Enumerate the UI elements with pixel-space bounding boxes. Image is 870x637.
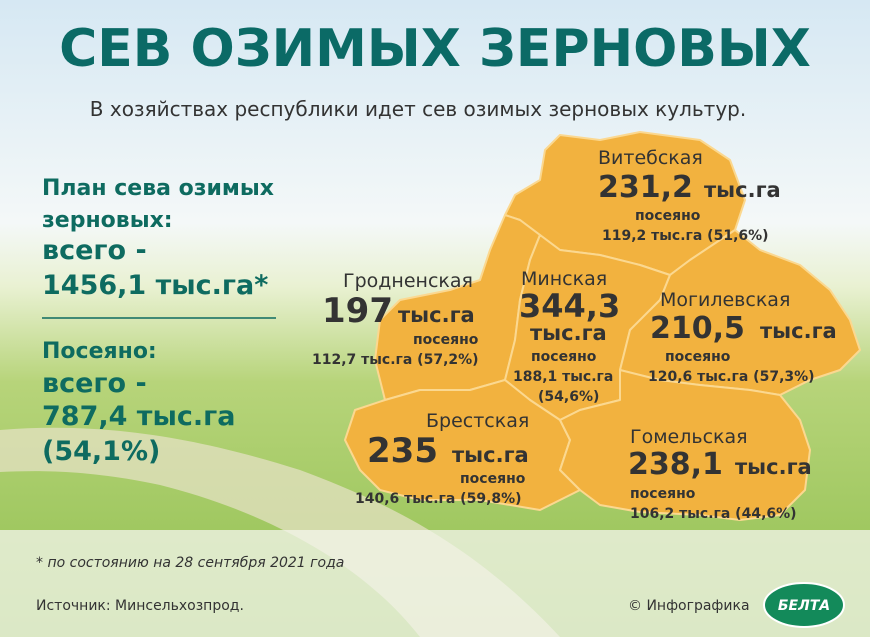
title: СЕВ ОЗИМЫХ ЗЕРНОВЫХ [59,19,811,79]
plan-line: всего - [42,235,147,266]
region-plan: 238,1 [628,447,723,482]
source: Источник: Минсельхозпрод. [36,598,244,614]
region-plan: 235 [367,431,438,471]
map [344,131,861,521]
sown-value: 188,1 тыс.га [513,369,613,385]
region-plan: 344,3 [519,287,620,325]
sown-line: всего - [42,368,147,399]
region-plan: 231,2 [598,170,693,205]
region-unit: тыс.га [760,319,837,343]
sown-label: посеяно [665,349,731,365]
sown-value: 119,2 тыс.га (51,6%) [602,228,769,244]
sown-label: посеяно [635,208,701,224]
sown-label: посеяно [413,332,479,348]
sown-label: посеяно [630,486,696,502]
sown-line: 787,4 тыс.га [42,401,235,432]
sown-value: (54,6%) [538,389,599,405]
footer-band [0,530,870,637]
sown-value: 120,6 тыс.га (57,3%) [648,369,815,385]
logo [763,582,845,628]
region-unit: тыс.га [530,321,607,345]
sown-value: 140,6 тыс.га (59,8%) [355,491,522,507]
region-unit: тыс.га [452,443,529,467]
sown-line: (54,1%) [42,436,160,467]
plan-line: 1456,1 тыс.га* [42,270,268,301]
region-name: Гомельская [630,426,748,448]
region-gomel [559,369,811,521]
region-unit: тыс.га [704,178,781,202]
sown-line: Посеяно: [42,339,157,364]
logo-text: БЕЛТА [778,598,830,614]
region-plan: 210,5 [650,311,745,346]
region-name: Минская [521,268,607,290]
sown-label: посеяно [531,349,597,365]
region-name: Гродненская [343,270,473,292]
sown-value: 112,7 тыс.га (57,2%) [312,352,479,368]
region-unit: тыс.га [735,455,812,479]
credit: © Инфографика [628,598,750,614]
region-plan: 197 [322,291,393,331]
subtitle: В хозяйствах республики идет сев озимых … [90,97,746,121]
region-unit: тыс.га [398,303,475,327]
sown-value: 106,2 тыс.га (44,6%) [630,506,797,522]
sown-label: посеяно [460,471,526,487]
region-name: Витебская [598,147,703,169]
plan-line: зерновых: [42,208,173,233]
region-name: Могилевская [660,289,790,311]
plan-line: План сева озимых [42,176,274,201]
region-mogilev [619,229,861,396]
footnote: * по состоянию на 28 сентября 2021 года [36,555,344,571]
region-name: Брестская [426,410,529,432]
